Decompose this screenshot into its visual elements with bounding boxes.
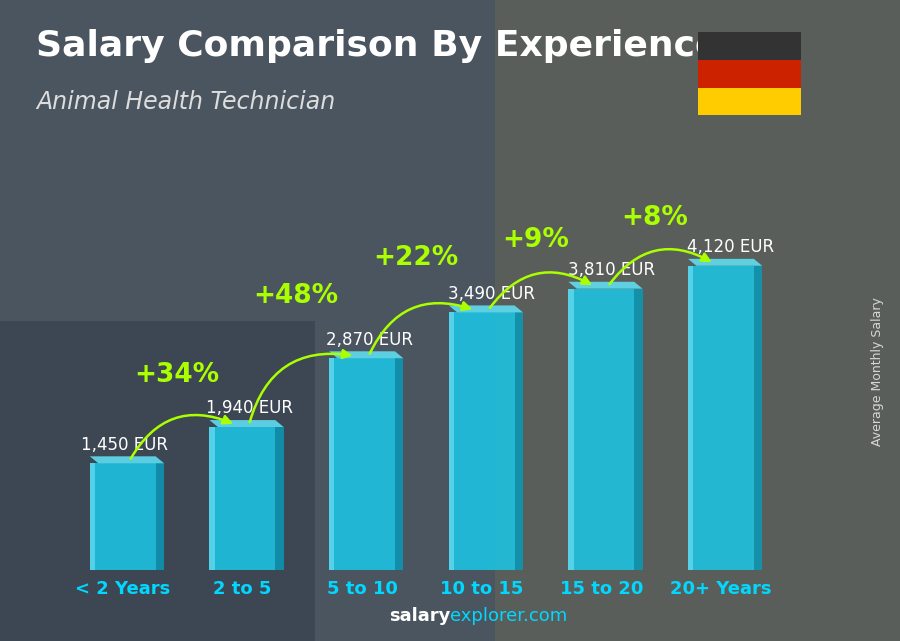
Bar — [688, 266, 693, 570]
Bar — [210, 427, 275, 570]
Bar — [156, 463, 164, 570]
Bar — [515, 312, 523, 570]
Bar — [449, 312, 515, 570]
Text: 1,450 EUR: 1,450 EUR — [81, 436, 168, 454]
Text: Average Monthly Salary: Average Monthly Salary — [871, 297, 884, 446]
Bar — [688, 266, 754, 570]
Bar — [569, 288, 573, 570]
Bar — [449, 312, 454, 570]
Bar — [329, 358, 335, 570]
Text: 2,870 EUR: 2,870 EUR — [326, 331, 413, 349]
Text: salary: salary — [389, 607, 450, 625]
Bar — [90, 463, 156, 570]
Text: +34%: +34% — [134, 362, 220, 388]
Bar — [698, 60, 801, 88]
Bar — [0, 320, 315, 641]
Text: 3,490 EUR: 3,490 EUR — [448, 285, 536, 303]
Text: Animal Health Technician: Animal Health Technician — [36, 90, 335, 113]
Polygon shape — [569, 282, 643, 288]
Polygon shape — [90, 456, 164, 463]
Bar — [495, 0, 900, 641]
Text: 1,940 EUR: 1,940 EUR — [206, 399, 293, 417]
Polygon shape — [329, 351, 403, 358]
Bar — [754, 266, 762, 570]
Text: explorer.com: explorer.com — [450, 607, 567, 625]
Text: +8%: +8% — [622, 204, 688, 231]
Text: 3,810 EUR: 3,810 EUR — [568, 261, 655, 279]
Bar — [210, 427, 215, 570]
Text: 4,120 EUR: 4,120 EUR — [688, 238, 775, 256]
Text: +22%: +22% — [374, 244, 458, 271]
Bar — [395, 358, 403, 570]
Polygon shape — [449, 306, 523, 312]
Text: +9%: +9% — [502, 228, 569, 253]
Bar — [275, 427, 284, 570]
Polygon shape — [210, 420, 284, 427]
Bar — [698, 88, 801, 115]
Bar — [90, 463, 95, 570]
Text: Salary Comparison By Experience: Salary Comparison By Experience — [36, 29, 719, 63]
Bar — [329, 358, 395, 570]
Text: +48%: +48% — [254, 283, 338, 310]
Bar — [698, 32, 801, 60]
Bar — [569, 288, 634, 570]
Bar — [634, 288, 643, 570]
Polygon shape — [688, 259, 762, 266]
